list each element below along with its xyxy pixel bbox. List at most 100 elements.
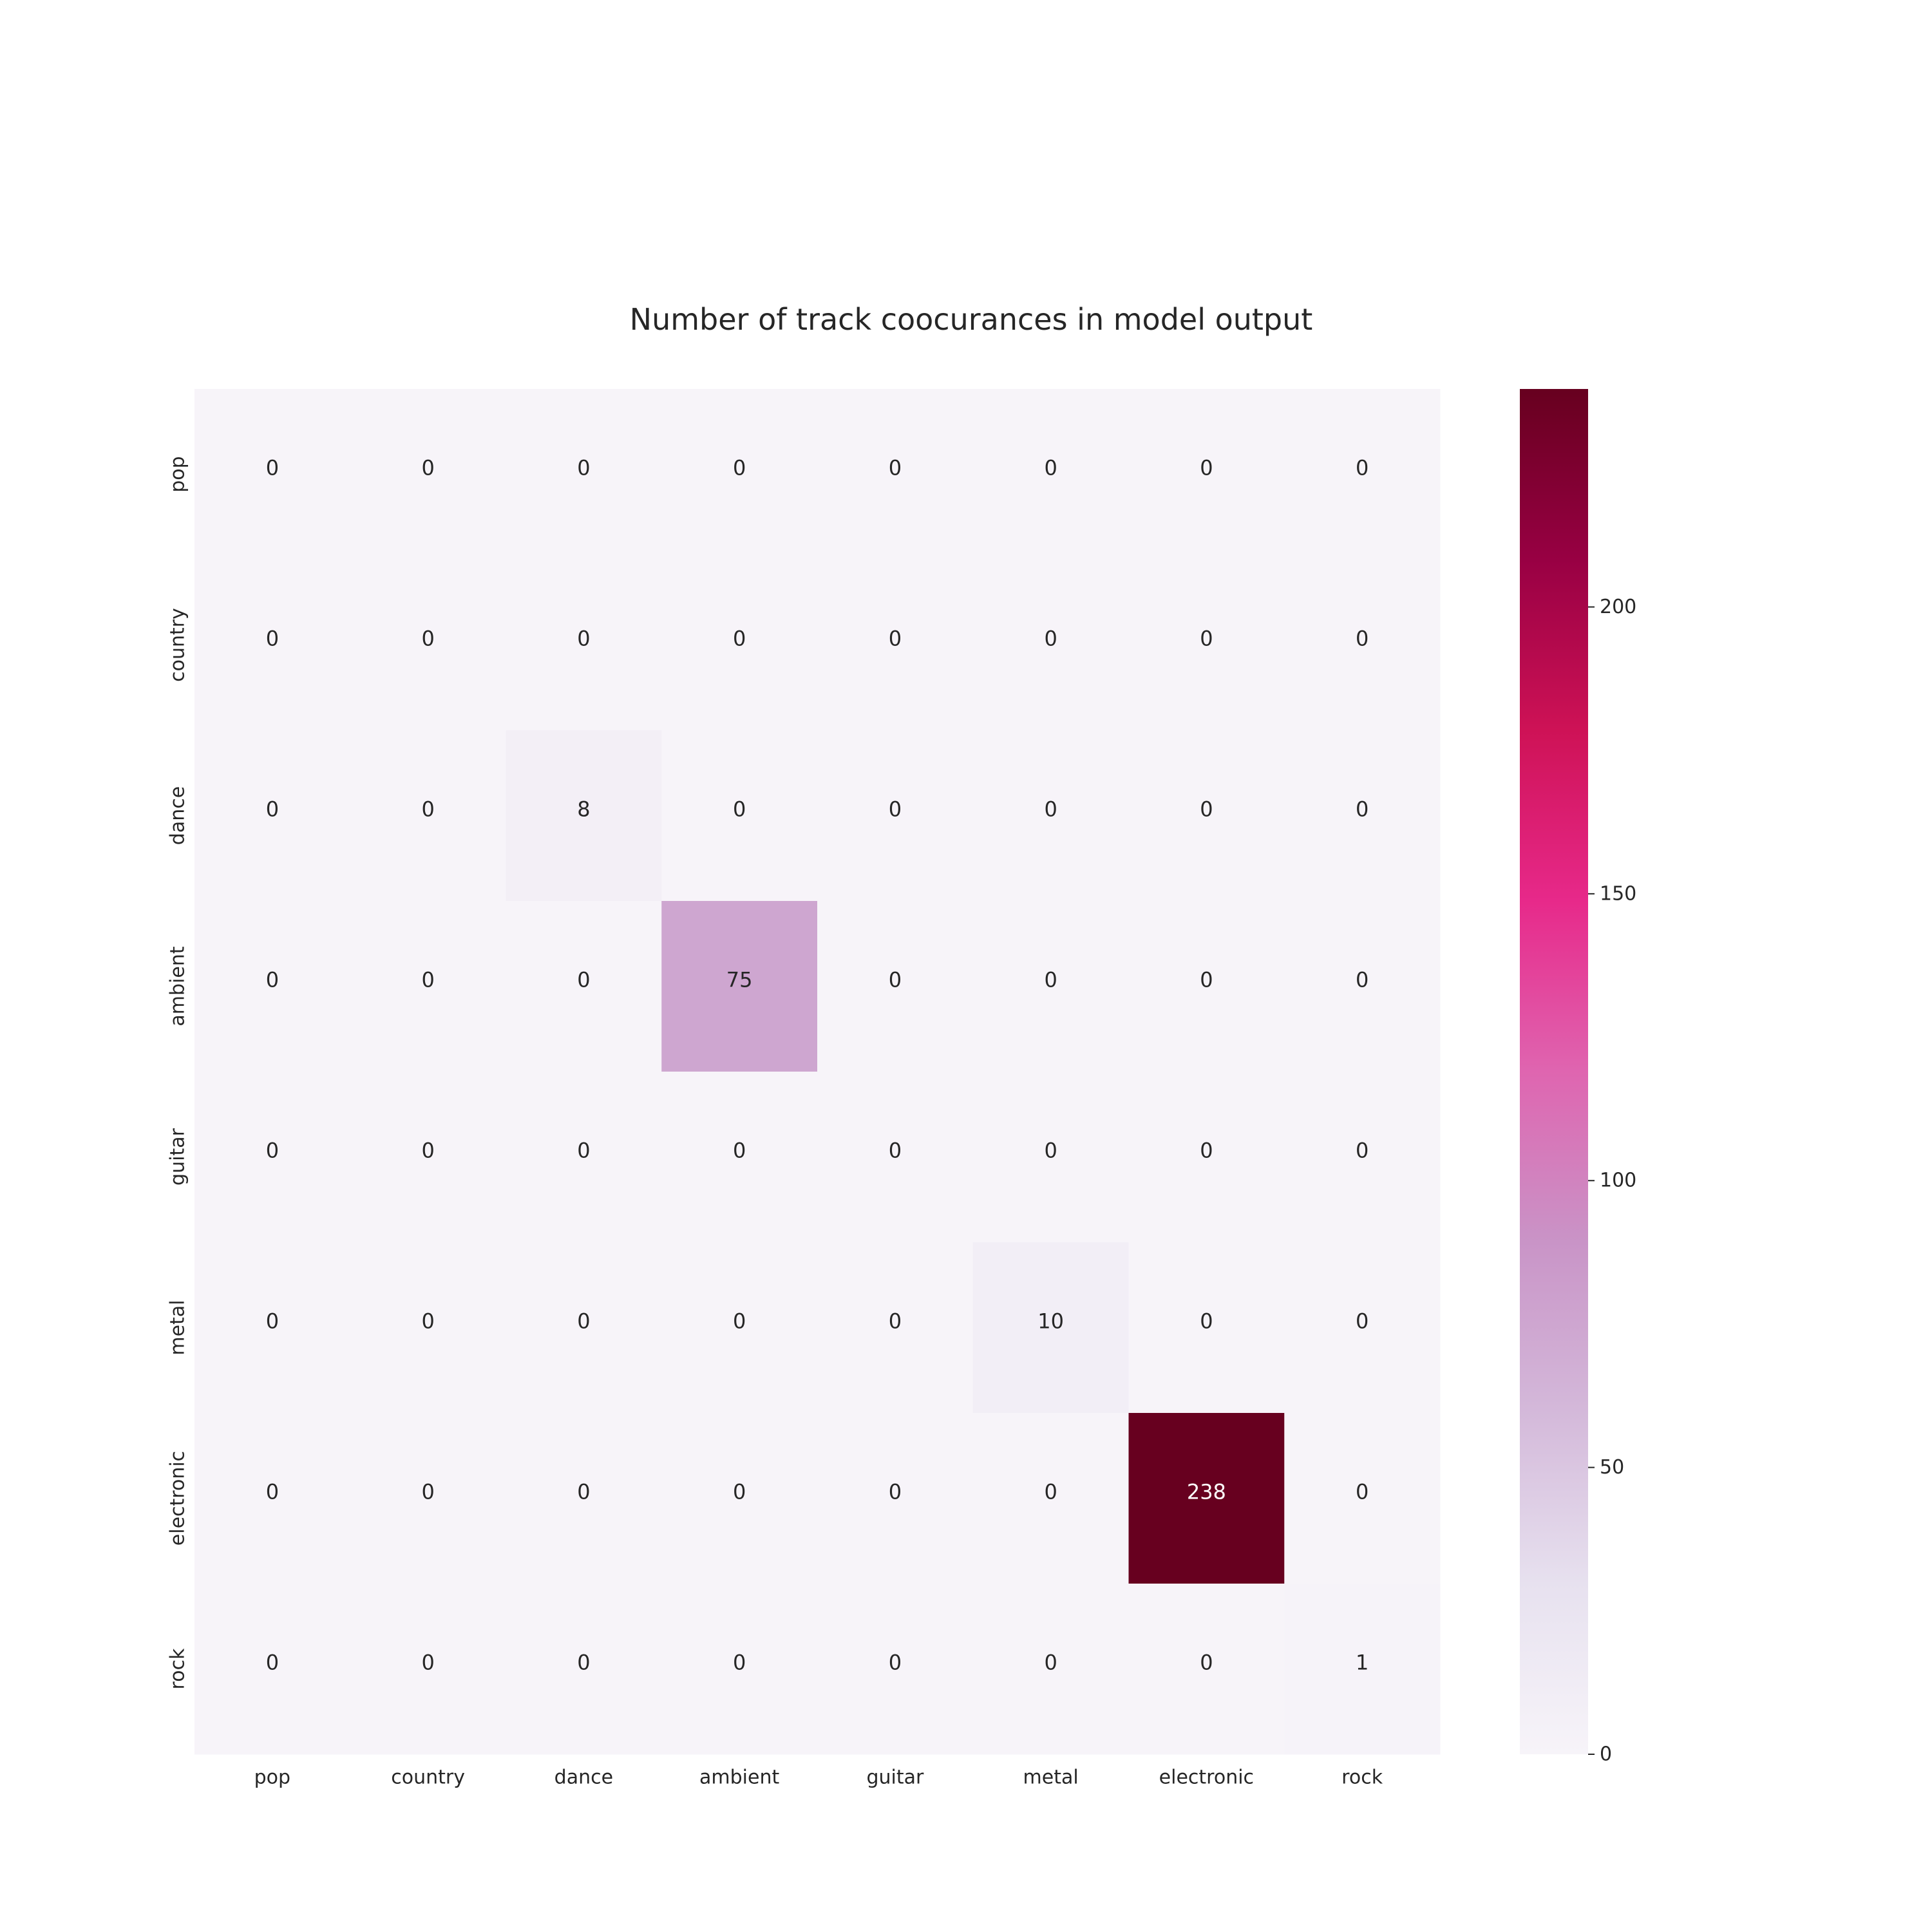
cell-value-ambient-ambient: 75 <box>726 968 753 992</box>
cell-value-guitar-ambient: 0 <box>733 1139 746 1163</box>
heatmap-cell-guitar-rock <box>1284 1072 1441 1243</box>
cell-value-guitar-pop: 0 <box>266 1139 279 1163</box>
x-tick-guitar: guitar <box>866 1766 924 1789</box>
cell-value-dance-metal: 0 <box>1044 797 1057 822</box>
cell-value-pop-electronic: 0 <box>1200 456 1213 480</box>
cell-value-rock-electronic: 0 <box>1200 1651 1213 1675</box>
cell-value-metal-dance: 0 <box>577 1309 590 1334</box>
colorbar-tick-50: 50 <box>1600 1456 1624 1479</box>
cell-value-dance-pop: 0 <box>266 797 279 822</box>
cell-value-electronic-pop: 0 <box>266 1480 279 1504</box>
heatmap-cell-country-ambient <box>661 560 818 731</box>
heatmap-cell-electronic-pop <box>194 1413 351 1584</box>
heatmap-cell-rock-ambient <box>661 1584 818 1755</box>
colorbar-gradient <box>1520 389 1588 1754</box>
heatmap-cell-country-electronic <box>1128 560 1285 731</box>
heatmap-cell-electronic-dance <box>506 1413 662 1584</box>
y-tick-electronic: electronic <box>167 1451 189 1546</box>
heatmap-cell-ambient-country <box>350 901 506 1072</box>
colorbar-tick-200: 200 <box>1600 596 1636 618</box>
cell-value-metal-metal: 10 <box>1037 1309 1064 1334</box>
heatmap-cell-metal-ambient <box>661 1242 818 1414</box>
heatmap-cell-ambient-pop <box>194 901 351 1072</box>
y-tick-country: country <box>167 608 189 682</box>
heatmap-cell-metal-metal <box>972 1242 1129 1414</box>
cell-value-pop-rock: 0 <box>1356 456 1368 480</box>
heatmap-cell-rock-metal <box>972 1584 1129 1755</box>
heatmap-cell-labels: 0 0 0 0 0 0 0 0 0 0 0 0 0 0 0 0 0 0 8 0 0 0 0 0 0 0 0 75 0 0 0 0 0 0 0 0 0 0 0… <box>266 456 1369 1675</box>
x-axis-ticks: pop country dance ambient guitar metal electro… <box>254 1766 1383 1789</box>
cell-value-rock-guitar: 0 <box>889 1651 902 1675</box>
cell-value-country-ambient: 0 <box>733 627 746 651</box>
chart-title: Number of track coocurances in model out… <box>630 302 1313 337</box>
heatmap-cell-guitar-metal <box>972 1072 1129 1243</box>
heatmap-cell-ambient-guitar <box>817 901 974 1072</box>
cell-value-country-electronic: 0 <box>1200 627 1213 651</box>
colorbar-tick-0: 0 <box>1600 1743 1612 1766</box>
cell-value-country-pop: 0 <box>266 627 279 651</box>
cell-value-guitar-electronic: 0 <box>1200 1139 1213 1163</box>
heatmap-cell-country-rock <box>1284 560 1441 731</box>
cell-value-rock-rock: 1 <box>1356 1651 1368 1675</box>
cell-value-country-rock: 0 <box>1356 627 1368 651</box>
y-tick-ambient: ambient <box>167 946 189 1026</box>
cell-value-guitar-rock: 0 <box>1356 1139 1368 1163</box>
cell-value-dance-country: 0 <box>421 797 434 822</box>
cell-value-rock-dance: 0 <box>577 1651 590 1675</box>
cell-value-dance-dance: 8 <box>577 797 590 822</box>
heatmap-cell-guitar-ambient <box>661 1072 818 1243</box>
heatmap-cell-electronic-metal <box>972 1413 1129 1584</box>
y-tick-pop: pop <box>167 456 189 492</box>
heatmap-cell-ambient-rock <box>1284 901 1441 1072</box>
heatmap-cell-rock-rock <box>1284 1584 1441 1755</box>
cell-value-dance-rock: 0 <box>1356 797 1368 822</box>
cell-value-electronic-electronic: 238 <box>1187 1480 1226 1504</box>
colorbar-tick-150: 150 <box>1600 882 1636 905</box>
heatmap-cell-ambient-ambient <box>661 901 818 1072</box>
cell-value-metal-ambient: 0 <box>733 1309 746 1334</box>
heatmap-cell-dance-metal <box>972 730 1129 902</box>
heatmap-cell-metal-electronic <box>1128 1242 1285 1414</box>
heatmap-cell-pop-metal <box>972 389 1129 560</box>
x-tick-electronic: electronic <box>1159 1766 1254 1789</box>
x-tick-dance: dance <box>554 1766 613 1789</box>
cell-value-dance-electronic: 0 <box>1200 797 1213 822</box>
heatmap-cell-metal-country <box>350 1242 506 1414</box>
cell-value-pop-country: 0 <box>421 456 434 480</box>
cell-value-rock-pop: 0 <box>266 1651 279 1675</box>
cell-value-electronic-ambient: 0 <box>733 1480 746 1504</box>
cell-value-guitar-dance: 0 <box>577 1139 590 1163</box>
cell-value-metal-pop: 0 <box>266 1309 279 1334</box>
heatmap-cell-dance-rock <box>1284 730 1441 902</box>
colorbar: 0 50 100 150 200 <box>1520 389 1636 1766</box>
cell-value-ambient-country: 0 <box>421 968 434 992</box>
cell-value-electronic-country: 0 <box>421 1480 434 1504</box>
y-tick-rock: rock <box>167 1648 189 1690</box>
cell-value-ambient-guitar: 0 <box>889 968 902 992</box>
cell-value-metal-rock: 0 <box>1356 1309 1368 1334</box>
cell-value-pop-ambient: 0 <box>733 456 746 480</box>
cell-value-pop-guitar: 0 <box>889 456 902 480</box>
heatmap-cell-dance-guitar <box>817 730 974 902</box>
x-tick-metal: metal <box>1023 1766 1079 1789</box>
heatmap-cell-guitar-electronic <box>1128 1072 1285 1243</box>
cell-value-country-metal: 0 <box>1044 627 1057 651</box>
heatmap-cell-ambient-metal <box>972 901 1129 1072</box>
cell-value-electronic-guitar: 0 <box>889 1480 902 1504</box>
heatmap-cell-guitar-country <box>350 1072 506 1243</box>
heatmap-cell-ambient-electronic <box>1128 901 1285 1072</box>
heatmap-cell-rock-guitar <box>817 1584 974 1755</box>
heatmap-cell-guitar-pop <box>194 1072 351 1243</box>
heatmap-cell-country-country <box>350 560 506 731</box>
x-tick-country: country <box>391 1766 465 1789</box>
cell-value-pop-pop: 0 <box>266 456 279 480</box>
cell-value-guitar-metal: 0 <box>1044 1139 1057 1163</box>
cell-value-ambient-electronic: 0 <box>1200 968 1213 992</box>
cell-value-guitar-country: 0 <box>421 1139 434 1163</box>
heatmap-cell-electronic-rock <box>1284 1413 1441 1584</box>
heatmap-cell-metal-rock <box>1284 1242 1441 1414</box>
cell-value-pop-dance: 0 <box>577 456 590 480</box>
cell-value-guitar-guitar: 0 <box>889 1139 902 1163</box>
heatmap-cells <box>194 389 1441 1755</box>
